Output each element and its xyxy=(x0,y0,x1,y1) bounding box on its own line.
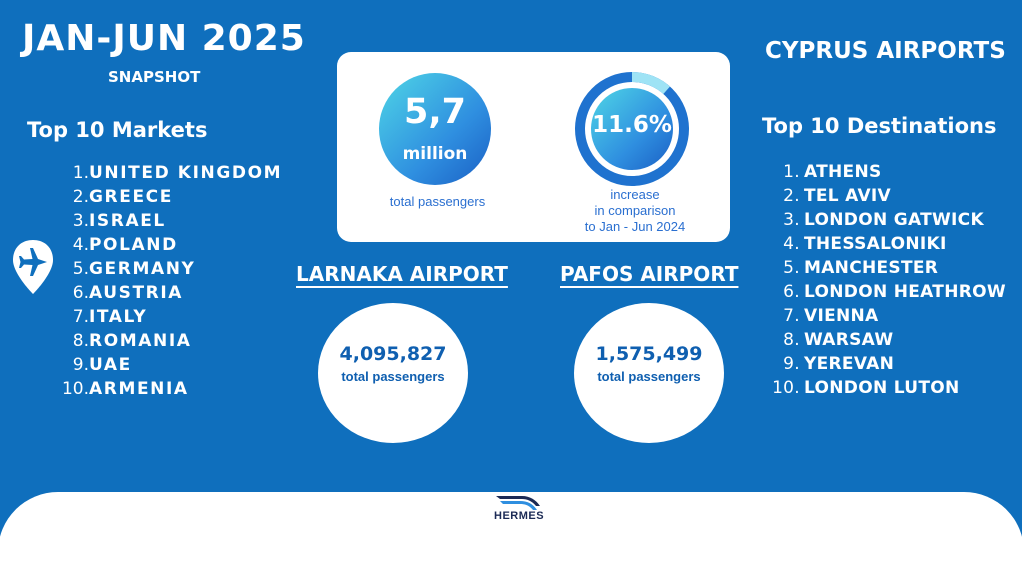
destinations-title: Top 10 Destinations xyxy=(762,114,997,138)
destination-item: 6. LONDON HEATHROW xyxy=(783,282,1006,302)
destination-item: 9. YEREVAN xyxy=(783,354,895,374)
passengers-value: 5,7 xyxy=(403,92,466,132)
increase-ring xyxy=(575,72,689,186)
increase-value: 11.6% xyxy=(592,112,672,138)
pafos-value: 1,575,499 xyxy=(595,343,703,365)
market-item: 3. ISRAEL xyxy=(72,211,166,231)
market-item: 7. ITALY xyxy=(72,307,148,327)
market-item: 4. POLAND xyxy=(72,235,178,255)
destination-item: 10. LONDON LUTON xyxy=(772,378,960,398)
destination-item: 5. MANCHESTER xyxy=(783,258,939,278)
larnaka-title: LARNAKA AIRPORT xyxy=(296,262,508,286)
market-item: 6. AUSTRIA xyxy=(72,283,184,303)
larnaka-value: 4,095,827 xyxy=(339,343,447,365)
larnaka-circle xyxy=(318,303,468,443)
market-item: 9. UAE xyxy=(72,355,132,375)
subtitle: SNAPSHOT xyxy=(108,68,201,86)
destination-item: 7. VIENNA xyxy=(783,306,879,326)
destination-item: 3. LONDON GATWICK xyxy=(783,210,984,230)
destinations-list: 1. ATHENS 2. TEL AVIV 3. LONDON GATWICK 4. T… xyxy=(770,162,1020,402)
brand-title: CYPRUS AIRPORTS xyxy=(765,38,1006,64)
pafos-title: PAFOS AIRPORT xyxy=(560,262,739,286)
larnaka-label: total passengers xyxy=(341,369,445,384)
passengers-label: total passengers xyxy=(389,194,486,209)
market-item: 1. UNITED KINGDOM xyxy=(72,163,283,183)
logo-text: HERMES xyxy=(494,510,545,522)
pafos-circle xyxy=(574,303,724,443)
main-title: JAN-JUN 2025 xyxy=(22,18,306,59)
increase-line-3: to Jan - Jun 2024 xyxy=(584,219,686,234)
passengers-circle xyxy=(379,73,491,185)
market-item: 5. GERMANY xyxy=(72,259,196,279)
increase-line-2: in comparison xyxy=(594,203,676,218)
markets-title: Top 10 Markets xyxy=(27,118,208,142)
markets-list: 1. UNITED KINGDOM 2. GREECE 3. ISRAEL 4. POL… xyxy=(60,163,310,403)
increase-line-1: increase xyxy=(610,187,660,202)
destination-item: 1. ATHENS xyxy=(783,162,882,182)
increase-ring-progress xyxy=(575,72,689,186)
market-item: 10. ARMENIA xyxy=(61,379,189,399)
increase-description: increase in comparison to Jan - Jun 2024 xyxy=(560,187,710,235)
destination-item: 2. TEL AVIV xyxy=(783,186,892,206)
airplane-pin-icon xyxy=(13,240,53,294)
hermes-logo-icon xyxy=(496,496,540,510)
destination-item: 8. WARSAW xyxy=(783,330,894,350)
market-item: 2. GREECE xyxy=(72,187,173,207)
pafos-label: total passengers xyxy=(597,369,701,384)
passengers-unit: million xyxy=(402,144,468,164)
market-item: 8. ROMANIA xyxy=(72,331,192,351)
destination-item: 4. THESSALONIKI xyxy=(783,234,947,254)
